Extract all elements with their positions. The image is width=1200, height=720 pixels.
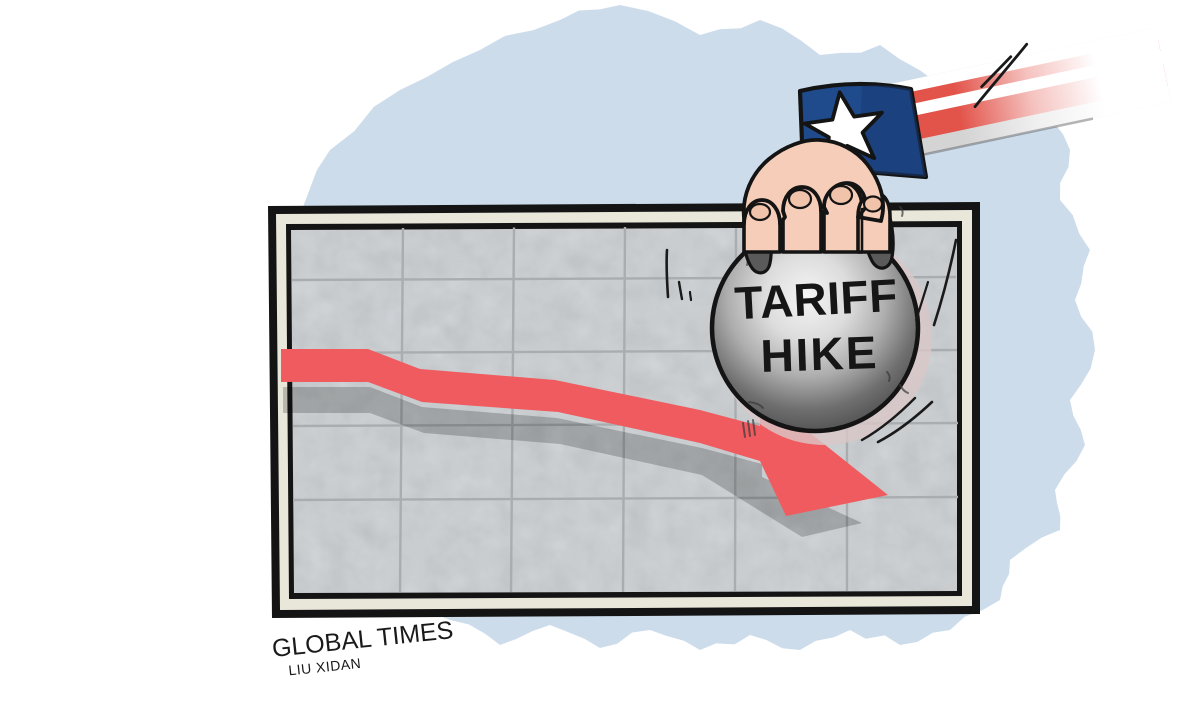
svg-text:TARIFF: TARIFF: [733, 269, 899, 329]
svg-text:GLOBAL TIMES: GLOBAL TIMES: [271, 616, 455, 663]
svg-text:HIKE: HIKE: [760, 326, 880, 382]
